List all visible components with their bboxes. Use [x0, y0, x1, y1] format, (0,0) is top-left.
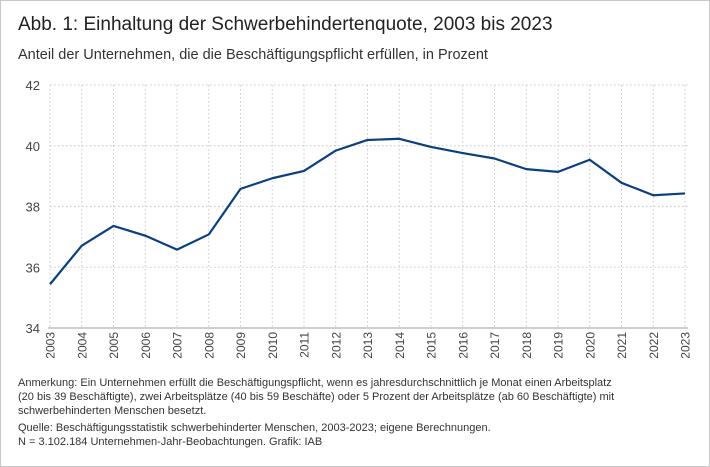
x-tick-label: 2023 — [679, 332, 693, 359]
chart-subtitle: Anteil der Unternehmen, die die Beschäft… — [18, 47, 488, 63]
x-tick-label: 2017 — [488, 332, 502, 359]
x-tick-label: 2004 — [75, 332, 89, 359]
note-n: N = 3.102.184 Unternehmen-Jahr-Beobachtu… — [18, 435, 323, 448]
x-axis: 2003 2004 2005 2006 2007 2008 2009 2010 2011 2012… — [44, 327, 693, 359]
y-tick-label: 40 — [26, 139, 40, 154]
grid — [49, 84, 688, 328]
x-tick-label: 2020 — [583, 332, 597, 359]
x-tick-label: 2005 — [107, 332, 121, 359]
y-tick-label: 36 — [26, 260, 40, 275]
x-tick-label: 2007 — [171, 332, 185, 359]
note-quelle: Quelle: Beschäftigungsstatistik schwerbe… — [18, 421, 491, 434]
x-tick-label: 2009 — [234, 332, 248, 359]
x-tick-label: 2022 — [647, 332, 661, 359]
x-tick-label: 2021 — [615, 332, 629, 359]
series — [49, 137, 686, 285]
note-anmerkung: Anmerkung: Ein Unternehmen erfüllt die B… — [18, 377, 615, 418]
y-tick-label: 34 — [26, 321, 40, 336]
x-tick-label: 2019 — [552, 332, 566, 359]
x-tick-label: 2010 — [266, 332, 280, 359]
x-tick-label: 2006 — [139, 332, 153, 359]
y-tick-label: 42 — [26, 78, 40, 93]
x-tick-label: 2003 — [44, 332, 58, 359]
chart-title: Abb. 1: Einhaltung der Schwerbehinderten… — [18, 14, 553, 35]
x-tick-label: 2014 — [393, 332, 407, 359]
x-tick-label: 2012 — [329, 332, 343, 359]
notes: Anmerkung: Ein Unternehmen erfüllt die B… — [18, 376, 618, 449]
x-tick-label: 2018 — [520, 332, 534, 359]
y-tick-label: 38 — [26, 200, 40, 215]
x-tick-label: 2015 — [425, 332, 439, 359]
x-tick-label: 2008 — [202, 332, 216, 359]
x-tick-label: 2016 — [456, 332, 470, 359]
y-axis: 34 36 38 40 42 — [26, 78, 40, 336]
x-tick-label: 2013 — [361, 332, 375, 359]
x-tick-label: 2011 — [298, 332, 312, 358]
